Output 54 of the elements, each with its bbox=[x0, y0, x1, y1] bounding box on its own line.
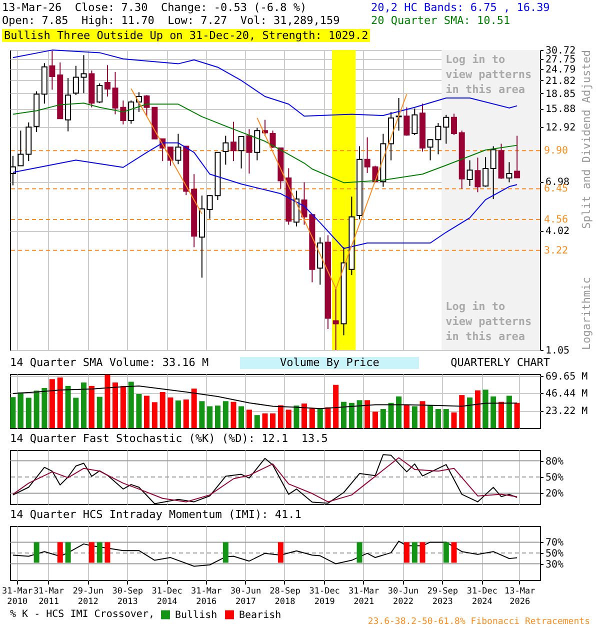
x-tick-label: 31-Mar 2010 bbox=[2, 586, 33, 607]
x-tick-label: 31-Mar 2016 bbox=[191, 586, 222, 607]
ref-line-label: 3.22 bbox=[544, 245, 568, 256]
x-tick-label: 31-Dec 2019 bbox=[309, 586, 340, 607]
y-tick-label: 18.85 bbox=[546, 88, 576, 100]
y-tick-label: 24.79 bbox=[546, 64, 576, 76]
chart-title: 14 Quarter SMA Volume: 33.16 M bbox=[10, 356, 209, 369]
text: Log in to view patterns in this area bbox=[446, 300, 532, 343]
y-tick-label: 23.22 M bbox=[546, 406, 588, 418]
legend-title: % K - HCS IMI Crossover, bbox=[10, 609, 154, 620]
text: Volume By Price bbox=[240, 356, 420, 369]
y-tick-label: 1.05 bbox=[546, 346, 570, 356]
y-tick-label: 46.44 M bbox=[546, 388, 588, 400]
x-tick-label: 28-Sep 2018 bbox=[270, 586, 300, 607]
x-tick-label: 31-Dec 2024 bbox=[466, 586, 498, 607]
x-tick-label: 30-Jun 2022 bbox=[388, 586, 419, 607]
text: 20,2 HC Bands: 6.75 , 16.39 bbox=[371, 1, 551, 14]
y-tick-label: 30% bbox=[546, 559, 564, 570]
text: 20 Quarter SMA: 10.51 bbox=[371, 14, 512, 27]
y-tick-label: 20% bbox=[546, 488, 564, 500]
y-tick-label: 70% bbox=[546, 538, 564, 549]
y-tick-label: 21.82 bbox=[546, 76, 576, 87]
y-tick-label: 27.75 bbox=[546, 54, 576, 66]
chart-title: 14 Quarter Fast Stochastic (%K) (%D): 12.1 13.5 bbox=[10, 432, 328, 445]
y-tick-label: 15.88 bbox=[546, 104, 576, 116]
ref-line-label: 6.45 bbox=[544, 184, 568, 195]
text: QUARTERLY CHART bbox=[450, 356, 550, 369]
y-axis-title: Split and Dividend Adjusted bbox=[580, 50, 593, 229]
text: 23.6-38.2-50-61.8% Fibonacci Retracements bbox=[368, 617, 590, 627]
chart-subtitle: Open: 7.85 High: 11.70 Low: 7.27 Vol: 31,289,159 bbox=[2, 14, 340, 27]
x-tick-label: 30-Sep 2013 bbox=[112, 586, 144, 607]
chart-title: 14 Quarter HCS Intraday Momentum (IMI): 41.1 bbox=[10, 508, 302, 521]
y-tick-label: 4.02 bbox=[546, 226, 570, 238]
legend-label: Bearish bbox=[239, 610, 282, 621]
x-tick-label: 31-Mar 2011 bbox=[33, 586, 64, 607]
y-tick-label: 12.92 bbox=[546, 122, 576, 134]
x-tick-label: 29-Jun 2012 bbox=[72, 586, 104, 607]
y-tick-label: 50% bbox=[546, 472, 564, 484]
y-tick-label: 80% bbox=[546, 456, 564, 468]
y-tick-label: 50% bbox=[546, 548, 564, 560]
y-tick-label: 69.65 M bbox=[546, 371, 588, 382]
text: Logarithmic bbox=[580, 277, 593, 350]
text: Bullish Three Outside Up on 31-Dec-20, Strength: 1029.2 bbox=[2, 29, 370, 42]
x-tick-label: 31-Dec 2014 bbox=[152, 586, 182, 607]
x-tick-label: 29-Sep 2023 bbox=[427, 586, 458, 607]
x-tick-label: 13-Mar 2026 bbox=[504, 586, 536, 607]
x-tick-label: 31-Mar 2021 bbox=[348, 586, 380, 607]
chart-title: 13-Mar-26 Close: 7.30 Change: -0.53 (-6.8 %) bbox=[2, 1, 308, 14]
x-tick-label: 30-Jun 2017 bbox=[230, 586, 262, 607]
legend-label: Bullish bbox=[175, 610, 218, 621]
ref-line-label: 9.90 bbox=[544, 146, 568, 157]
y-tick-label: 30.72 bbox=[546, 46, 576, 56]
band-label: Log in to view patterns in this area bbox=[446, 53, 532, 96]
ref-line-label: 4.56 bbox=[544, 214, 568, 226]
